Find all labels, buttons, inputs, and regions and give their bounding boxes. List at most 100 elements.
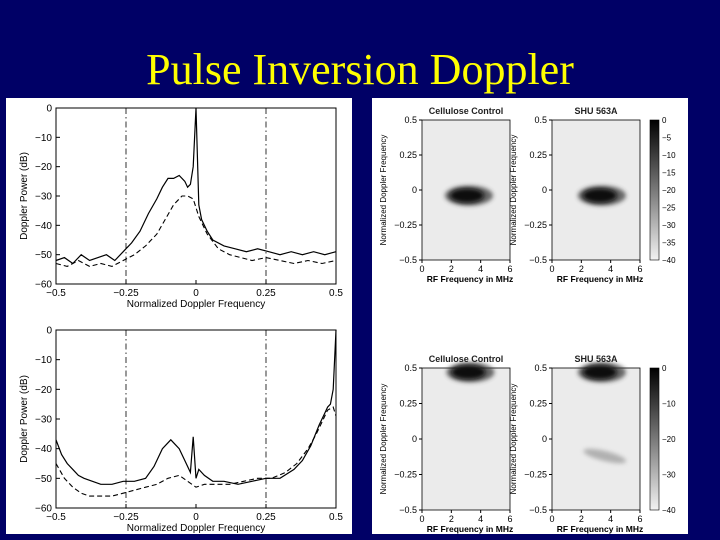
x-axis-label: RF Frequency in MHz	[427, 274, 513, 284]
line-chart-left-top: −0.5 −0.25 0 0.25 0.5 0 −10 −20 −30 −40 −50 −60 Norm…	[19, 104, 343, 311]
y-axis-label: Doppler Power (dB)	[19, 375, 30, 463]
colorbar-tick-label: −15	[662, 169, 676, 178]
x-tick-label: −0.25	[113, 512, 139, 523]
x-tick-label: 6	[637, 514, 642, 524]
x-tick-label: 2	[449, 514, 454, 524]
line-plots-svg: −0.5 −0.25 0 0.25 0.5 0 −10 −20 −30 −40 −50 −60 Norm…	[19, 104, 343, 535]
spectrogram-right-top-shu: SHU 563A 0 2 4 6 0.5 0.25 0 −0.25 −0.5 RF Frequenc…	[509, 106, 676, 284]
colorbar-tick-label: −40	[662, 256, 676, 265]
colorbar	[649, 367, 660, 511]
colorbar-tick-label: −20	[662, 186, 676, 195]
y-tick-label: 0	[46, 104, 52, 115]
spectrogram-area	[421, 367, 511, 511]
y-tick-label: −0.25	[524, 220, 547, 230]
y-tick-label: −0.25	[524, 470, 547, 480]
y-tick-label: −0.5	[399, 505, 417, 515]
y-tick-label: −50	[35, 250, 52, 261]
y-tick-label: 0.25	[529, 150, 547, 160]
spectrogram-right-bottom-shu: SHU 563A 0 2 4 6 0.5 0.25 0 −0.25 −0.5 RF Frequenc…	[509, 354, 676, 534]
y-tick-label: −40	[35, 444, 52, 455]
line-chart-left-bottom: −0.5 −0.25 0 0.25 0.5 0 −10 −20 −30 −40 −50 −60 Norm…	[19, 326, 343, 535]
y-tick-label: −20	[35, 162, 52, 173]
spectrogram-area	[551, 367, 641, 511]
colorbar-tick-label: −40	[662, 506, 676, 515]
spectrogram-title: Cellulose Control	[429, 106, 504, 116]
x-tick-label: 0.5	[329, 512, 343, 523]
y-axis-label: Normalized Doppler Frequency	[509, 384, 518, 495]
spectrogram-title: SHU 563A	[574, 106, 618, 116]
y-tick-label: 0	[542, 185, 547, 195]
colorbar-tick-label: −20	[662, 435, 676, 444]
plot-frame	[55, 329, 337, 509]
spectrogram-right-bottom-control: Cellulose Control 0 2 4 6 0.5 0.25 0 −0.25 −0.5 RF…	[379, 354, 513, 534]
x-tick-label: 4	[608, 264, 613, 274]
x-tick-label: 0	[193, 288, 199, 299]
y-tick-label: −40	[35, 221, 52, 232]
y-tick-label: −0.25	[394, 470, 417, 480]
x-tick-label: 4	[478, 264, 483, 274]
y-tick-label: 0.25	[399, 150, 417, 160]
signal-blob	[449, 188, 484, 203]
x-tick-label: 2	[579, 514, 584, 524]
y-axis-label: Normalized Doppler Frequency	[379, 384, 388, 495]
x-tick-label: 2	[579, 264, 584, 274]
y-tick-label: 0.25	[529, 399, 547, 409]
series-line-dashed	[55, 406, 337, 497]
y-tick-label: 0.5	[534, 363, 547, 373]
x-tick-label: 0.5	[329, 288, 343, 299]
x-tick-label: 0	[419, 514, 424, 524]
y-tick-label: 0.5	[534, 115, 547, 125]
x-tick-label: 2	[449, 264, 454, 274]
y-tick-label: 0	[412, 434, 417, 444]
y-axis-label: Doppler Power (dB)	[19, 152, 30, 240]
colorbar-tick-label: −5	[662, 134, 672, 143]
colorbar-tick-label: 0	[662, 116, 667, 125]
y-tick-label: −60	[35, 504, 52, 515]
x-tick-label: 0	[549, 514, 554, 524]
signal-blob	[582, 188, 617, 203]
colorbar-tick-label: −10	[662, 400, 676, 409]
x-tick-label: 6	[507, 264, 512, 274]
colorbar-tick-label: −30	[662, 471, 676, 480]
colorbar-tick-label: −10	[662, 151, 676, 160]
x-tick-label: 0	[419, 264, 424, 274]
y-tick-label: 0.5	[404, 363, 417, 373]
series-line-dashed	[55, 195, 337, 267]
y-axis-label: Normalized Doppler Frequency	[379, 135, 388, 246]
y-tick-label: −50	[35, 474, 52, 485]
spectrograms-svg: Cellulose Control 0 2 4 6 0.5 0.25 0 −0.25 −0.5 RF…	[379, 106, 676, 534]
y-tick-label: 0.25	[399, 399, 417, 409]
x-tick-label: −0.5	[46, 512, 66, 523]
signal-blob	[451, 365, 486, 380]
y-tick-label: −10	[35, 133, 52, 144]
x-axis-label: RF Frequency in MHz	[427, 524, 513, 534]
series-line-solid	[55, 329, 337, 485]
x-tick-label: 0	[193, 512, 199, 523]
x-tick-label: 4	[608, 514, 613, 524]
x-tick-label: 0.25	[256, 288, 276, 299]
y-tick-label: −0.25	[394, 220, 417, 230]
y-tick-label: −0.5	[529, 505, 547, 515]
x-axis-label: Normalized Doppler Frequency	[127, 523, 265, 534]
y-tick-label: −10	[35, 355, 52, 366]
spectrogram-title: SHU 563A	[574, 354, 618, 364]
spectrogram-right-top-control: Cellulose Control 0 2 4 6 0.5 0.25 0 −0.25 −0.5 RF…	[379, 106, 513, 284]
y-tick-label: 0.5	[404, 115, 417, 125]
y-tick-label: −0.5	[399, 255, 417, 265]
x-axis-label: RF Frequency in MHz	[557, 274, 643, 284]
y-tick-label: −30	[35, 192, 52, 203]
x-tick-label: 4	[478, 514, 483, 524]
x-tick-label: 0	[549, 264, 554, 274]
x-tick-label: −0.5	[46, 288, 66, 299]
x-axis-label: Normalized Doppler Frequency	[127, 299, 265, 310]
y-tick-label: −30	[35, 415, 52, 426]
line-plots-panel	[6, 98, 352, 534]
y-tick-label: −20	[35, 385, 52, 396]
series-line-solid	[55, 107, 337, 265]
slide-title: Pulse Inversion Doppler	[146, 45, 574, 94]
colorbar-tick-label: 0	[662, 364, 667, 373]
colorbar-tick-label: −25	[662, 204, 676, 213]
y-tick-label: −0.5	[529, 255, 547, 265]
x-tick-label: 6	[507, 514, 512, 524]
signal-blob	[583, 448, 627, 464]
